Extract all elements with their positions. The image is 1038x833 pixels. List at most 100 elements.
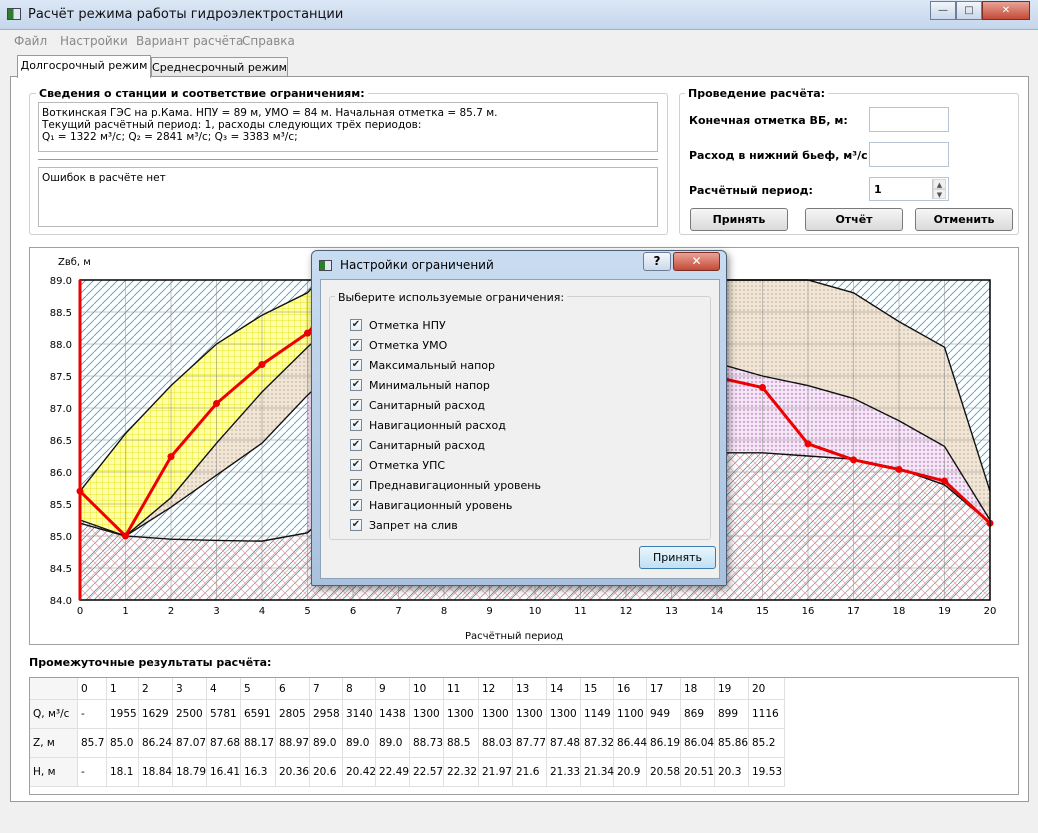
results-title: Промежуточные результаты расчёта: [29, 656, 271, 669]
regime-point [259, 361, 266, 368]
table-cell: 86.44 [614, 729, 647, 758]
table-cell: 1300 [547, 700, 581, 729]
end-level-input[interactable] [869, 107, 949, 132]
checkbox-checked-icon[interactable]: ✔ [350, 479, 362, 491]
table-cell: 87.07 [173, 729, 207, 758]
table-cell: 22.57 [410, 758, 444, 787]
checkbox-checked-icon[interactable]: ✔ [350, 359, 362, 371]
table-cell: 85.2 [749, 729, 785, 758]
x-tick-label: 8 [441, 606, 447, 617]
checkbox-checked-icon[interactable]: ✔ [350, 459, 362, 471]
spin-up-icon[interactable]: ▲ [933, 179, 946, 189]
table-cell: 21.33 [547, 758, 581, 787]
table-cell: 16.41 [207, 758, 241, 787]
x-tick-label: 5 [304, 606, 310, 617]
table-cell: 1300 [479, 700, 513, 729]
maximize-button[interactable]: □ [956, 1, 982, 20]
table-cell: 86.04 [681, 729, 715, 758]
constraints-group-title: Выберите используемые ограничения: [335, 291, 567, 304]
table-column-header: 2 [139, 678, 173, 700]
x-tick-label: 14 [711, 606, 724, 617]
table-column-header: 9 [376, 678, 410, 700]
table-cell: 19.53 [749, 758, 785, 787]
report-button[interactable]: Отчёт [805, 208, 903, 231]
table-cell: 1629 [139, 700, 173, 729]
x-tick-label: 19 [938, 606, 951, 617]
regime-point [759, 384, 766, 391]
table-column-header: 15 [581, 678, 614, 700]
table-column-header: 4 [207, 678, 241, 700]
tab-long-term[interactable]: Долгосрочный режим [17, 55, 151, 78]
table-cell: 20.9 [614, 758, 647, 787]
table-cell: 20.51 [681, 758, 715, 787]
menu-settings[interactable]: Настройки [60, 34, 128, 48]
table-cell: 21.34 [581, 758, 614, 787]
checkbox-checked-icon[interactable]: ✔ [350, 379, 362, 391]
dialog-accept-button[interactable]: Принять [639, 546, 716, 569]
table-cell: 2805 [276, 700, 310, 729]
table-column-header: 17 [647, 678, 681, 700]
table-cell: 1100 [614, 700, 647, 729]
info-line-3: Q₁ = 1322 м³/с; Q₂ = 2841 м³/с; Q₃ = 338… [42, 131, 654, 143]
tab-mid-term[interactable]: Среднесрочный режим [151, 57, 288, 78]
checkbox-checked-icon[interactable]: ✔ [350, 439, 362, 451]
menu-calc-variant[interactable]: Вариант расчёта [136, 34, 243, 48]
table-cell: 2500 [173, 700, 207, 729]
x-tick-label: 4 [259, 606, 265, 617]
period-spin-arrows[interactable]: ▲ ▼ [932, 179, 946, 199]
table-cell: 20.42 [343, 758, 376, 787]
table-cell: 85.0 [107, 729, 139, 758]
table-cell: 87.48 [547, 729, 581, 758]
x-tick-label: 6 [350, 606, 356, 617]
constraints-dialog: Настройки ограничений ? ✕ Выберите испол… [311, 250, 727, 586]
table-column-header: 11 [444, 678, 479, 700]
table-cell: 2958 [310, 700, 343, 729]
menu-help[interactable]: Справка [242, 34, 295, 48]
table-cell: 5781 [207, 700, 241, 729]
x-tick-label: 15 [756, 606, 769, 617]
checkbox-checked-icon[interactable]: ✔ [350, 419, 362, 431]
checkbox-checked-icon[interactable]: ✔ [350, 399, 362, 411]
constraint-option-label: Минимальный напор [369, 379, 490, 392]
table-cell: 88.17 [241, 729, 276, 758]
menu-file[interactable]: Файл [14, 34, 47, 48]
table-row-header: H, м [30, 758, 78, 787]
cancel-button[interactable]: Отменить [915, 208, 1013, 231]
table-column-header: 20 [749, 678, 785, 700]
table-column-header: 5 [241, 678, 276, 700]
table-cell: 1116 [749, 700, 785, 729]
table-cell: 88.73 [410, 729, 444, 758]
dialog-body: Выберите используемые ограничения: ✔ Отме… [320, 279, 720, 579]
minimize-button[interactable]: — [930, 1, 956, 20]
dialog-help-button[interactable]: ? [643, 252, 671, 271]
checkbox-checked-icon[interactable]: ✔ [350, 339, 362, 351]
close-button[interactable]: ✕ [982, 1, 1030, 20]
table-cell: 88.03 [479, 729, 513, 758]
title-bar: Расчёт режима работы гидроэлектростанции… [0, 0, 1038, 30]
table-cell: 6591 [241, 700, 276, 729]
checkbox-checked-icon[interactable]: ✔ [350, 519, 362, 531]
table-column-header: 12 [479, 678, 513, 700]
table-cell: 21.97 [479, 758, 513, 787]
info-line-1: Воткинская ГЭС на р.Кама. НПУ = 89 м, УМ… [42, 107, 654, 119]
discharge-input[interactable] [869, 142, 949, 167]
table-column-header: 1 [107, 678, 139, 700]
table-cell: 899 [715, 700, 749, 729]
y-tick-label: 84.0 [50, 596, 72, 607]
x-tick-label: 13 [665, 606, 678, 617]
table-cell: 1300 [513, 700, 547, 729]
table-cell: 86.19 [647, 729, 681, 758]
table-cell: 87.32 [581, 729, 614, 758]
y-tick-label: 86.5 [50, 436, 72, 447]
checkbox-checked-icon[interactable]: ✔ [350, 319, 362, 331]
period-spinbox[interactable]: 1 ▲ ▼ [869, 177, 949, 201]
checkbox-checked-icon[interactable]: ✔ [350, 499, 362, 511]
table-cell: 87.77 [513, 729, 547, 758]
accept-button[interactable]: Принять [690, 208, 788, 231]
table-cell: 1438 [376, 700, 410, 729]
x-tick-label: 11 [574, 606, 587, 617]
table-cell: 20.6 [310, 758, 343, 787]
constraint-option-label: Навигационный расход [369, 419, 506, 432]
spin-down-icon[interactable]: ▼ [933, 189, 946, 199]
dialog-close-button[interactable]: ✕ [673, 252, 720, 271]
